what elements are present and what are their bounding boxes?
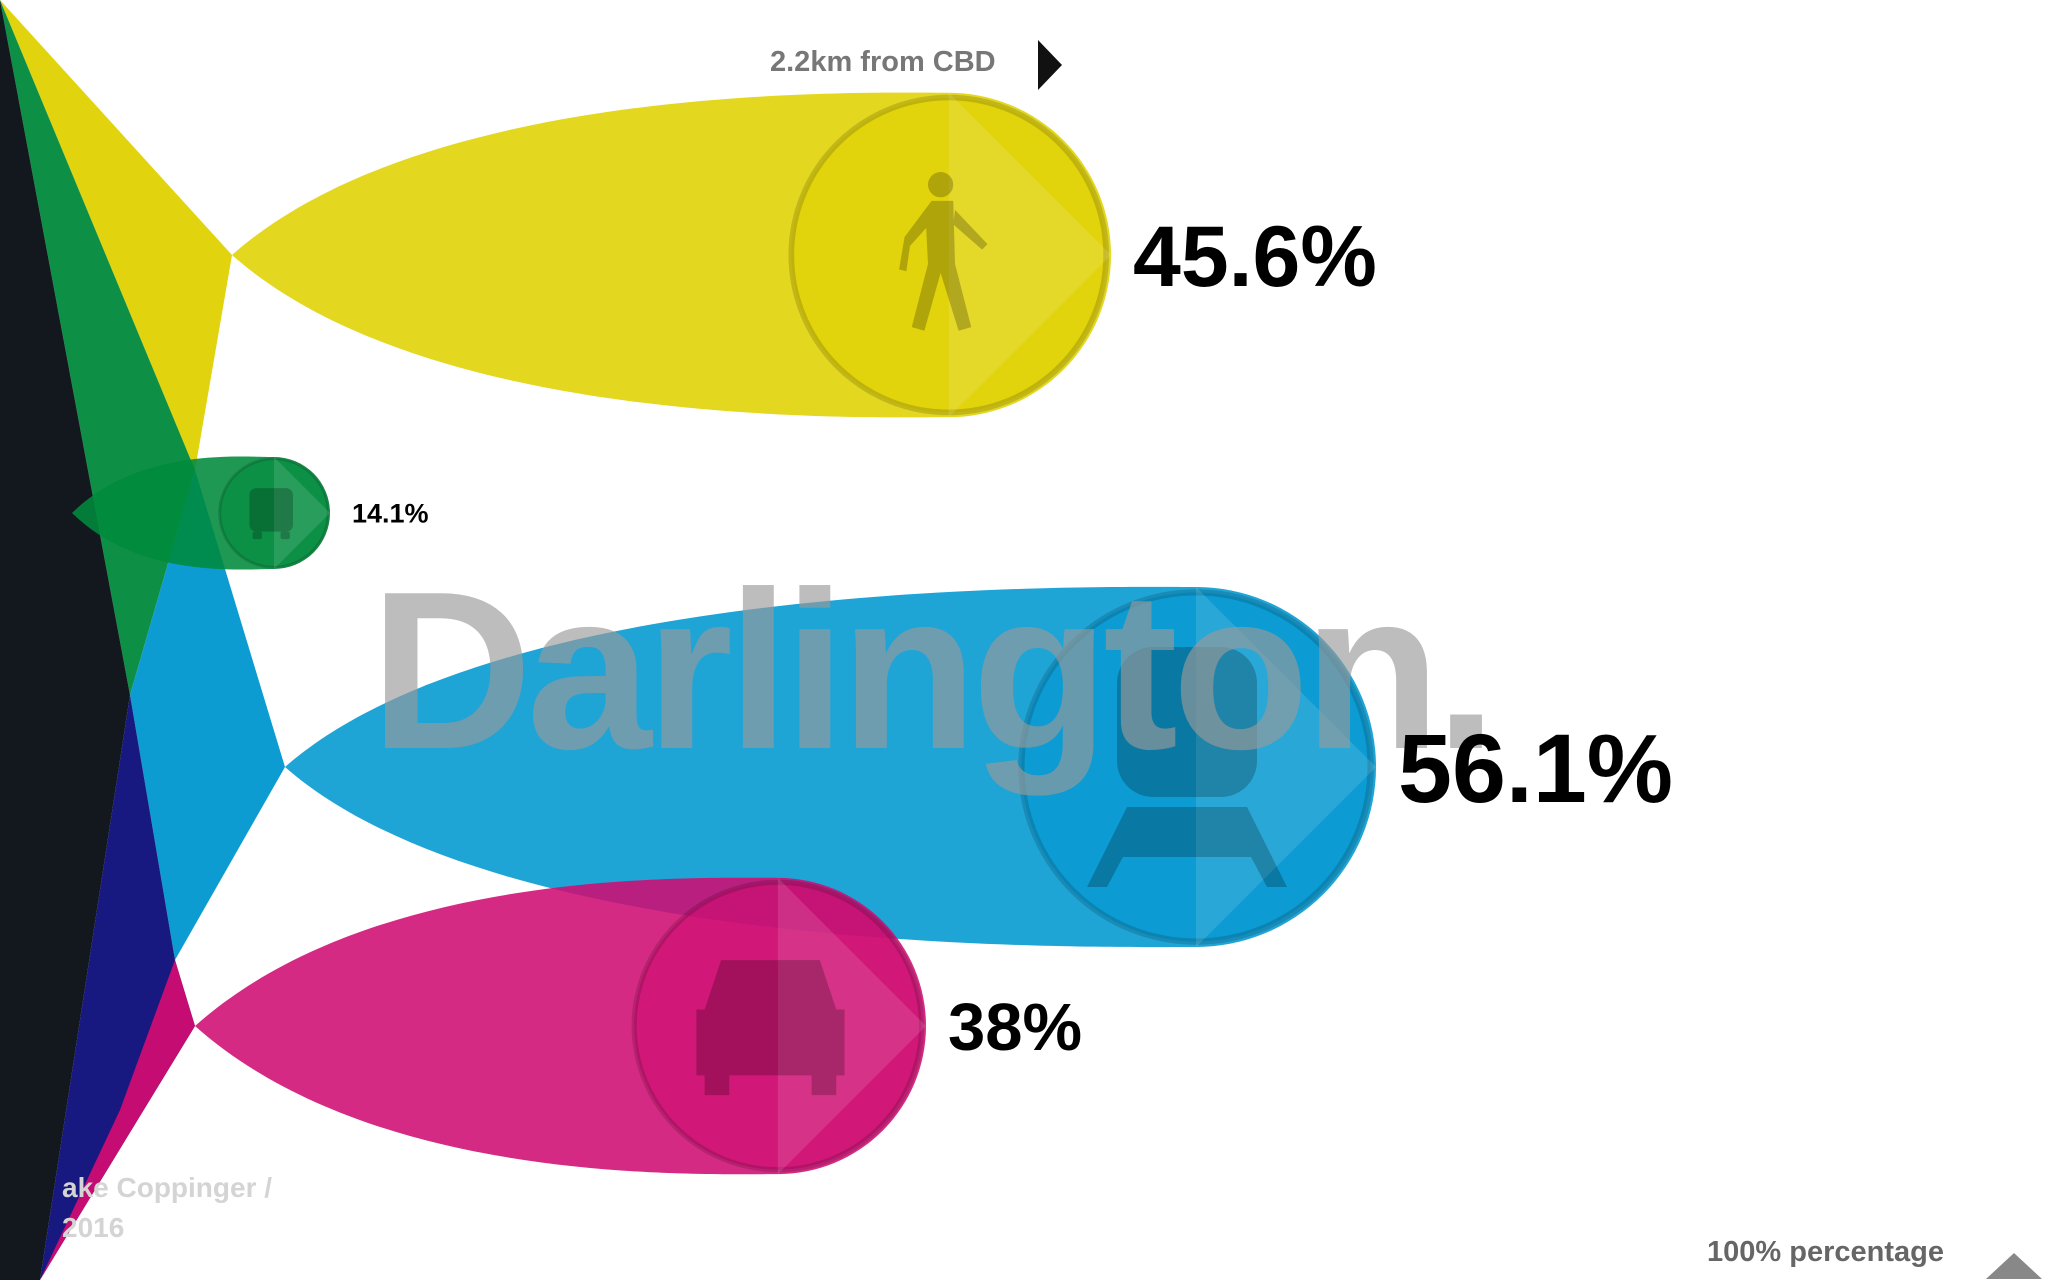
bus-circle [218,457,330,569]
train-rails [1087,807,1287,887]
credit-name: ake Coppinger / [62,1172,273,1203]
car-wheel-left [704,1075,730,1096]
author-credit: ake Coppinger / 2016 [62,1168,342,1248]
bus-wheel-right [280,531,290,540]
train-value-label: 56.1% [1398,714,1673,823]
bus-pointer [274,457,330,569]
car-body [696,960,845,1076]
spine-wedge [0,0,130,1280]
walk-value-label: 45.6% [1133,209,1377,305]
distance-label: 2.2km from CBD [770,46,996,78]
train-wedge [130,470,285,960]
bus-icon [249,488,293,540]
bus-value-label: 14.1% [352,499,429,529]
car-icon [696,960,845,1096]
next-suburb-arrow[interactable] [1038,40,1062,90]
bus-body [249,488,293,532]
walk-circle [788,94,1109,416]
walk-pointer [948,92,1111,418]
car-pointer [777,877,926,1175]
walk-head [927,172,954,198]
car-wheel-right [811,1075,837,1096]
train-icon [1087,647,1287,887]
car-value-label: 38% [948,990,1082,1065]
train-body [1117,647,1257,797]
view-mode-toggle-icon[interactable] [1986,1253,2042,1279]
bus-wheel-left [252,531,262,540]
walk-wedge [0,0,232,470]
credit-year: 2016 [62,1212,125,1243]
walk-icon [899,172,988,331]
train-pointer [1196,587,1376,947]
walk-body [899,200,988,331]
car-circle [631,879,925,1173]
suburb-title: Darlington. [370,544,1491,796]
view-mode-label: 100% percentage [1707,1236,1944,1268]
train-circle [1018,589,1374,945]
overlap-wedge [40,695,195,1280]
car-wedge [40,960,195,1280]
